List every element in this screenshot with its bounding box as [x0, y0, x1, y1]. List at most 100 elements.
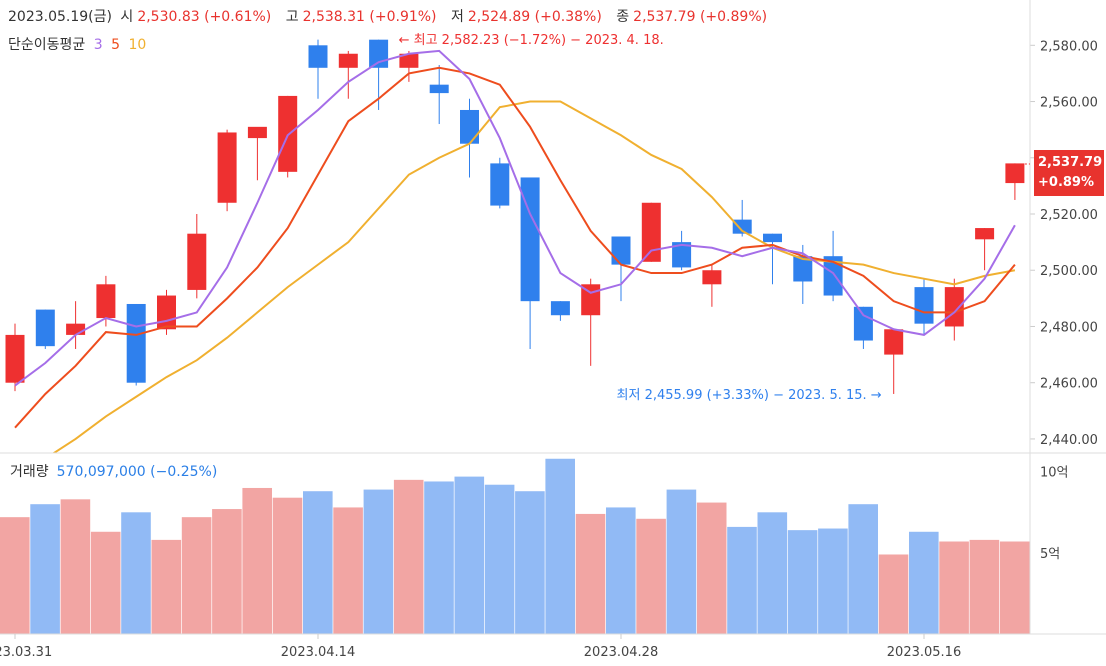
high-annotation: ← 최고 2,582.23 (−1.72%) − 2023. 4. 18. [399, 33, 664, 48]
last-price: 2,537.79 [1038, 155, 1103, 170]
ma5-line [14, 66, 1016, 429]
candle-body [672, 242, 692, 268]
volume-bar [333, 507, 363, 634]
candle-body [338, 53, 358, 68]
header-close-label: 종 [616, 9, 630, 25]
volume-bar [999, 541, 1030, 634]
volume-bar [90, 531, 121, 634]
volume-bar [181, 517, 212, 634]
header-low-value: 2,524.89 (+0.38%) [467, 9, 602, 25]
candle-body [308, 45, 328, 68]
volume-bar [575, 513, 606, 634]
volume-bar [515, 491, 545, 634]
candle-body [884, 329, 904, 355]
header-high-value: 2,538.31 (+0.91%) [302, 9, 437, 25]
candle-body [35, 309, 55, 347]
candle-body [702, 270, 722, 285]
ma-legend[interactable]: 단순이동평균 3 5 10 [8, 34, 150, 54]
candle-body [187, 233, 207, 290]
volume-bar [636, 518, 666, 634]
candle-body [126, 303, 146, 383]
candle-body [1005, 163, 1025, 184]
volume-bar [212, 509, 242, 634]
header-open-label: 시 [120, 9, 134, 25]
low-annotation: 최저 2,455.99 (+3.33%) − 2023. 5. 15. → [617, 388, 882, 403]
volume-tick-label: 5억 [1040, 547, 1060, 562]
ohlc-header: 2023.05.19(금) 시 2,530.83 (+0.61%) 고 2,538.… [8, 6, 777, 26]
volume-bar [30, 504, 60, 634]
candle-body [944, 287, 964, 327]
x-tick-label: 2023.04.28 [584, 645, 658, 660]
volume-bar [545, 458, 575, 634]
volume-bar [393, 479, 424, 634]
volume-bar [484, 484, 515, 634]
candle-body [278, 95, 298, 172]
volume-label: 거래량 [10, 464, 49, 480]
ma-3-label: 3 [93, 37, 103, 53]
y-tick-label: 2,520.00 [1040, 208, 1098, 223]
x-tick-label: 2023.05.16 [887, 645, 961, 660]
candle-body [611, 236, 631, 265]
volume-bar [454, 476, 485, 634]
candle-body [399, 53, 419, 68]
header-open-value: 2,530.83 (+0.61%) [137, 9, 272, 25]
candle-body [853, 306, 873, 341]
header-low-label: 저 [450, 9, 464, 25]
x-tick-label: 2023.03.31 [0, 645, 52, 660]
volume-bar [909, 531, 939, 634]
header-close-value: 2,537.79 (+0.89%) [633, 9, 768, 25]
volume-bar [272, 497, 303, 634]
volume-bar [757, 512, 788, 634]
last-price-tag: 2,537.79 +0.89% [1034, 150, 1104, 196]
volume-bar [696, 502, 727, 634]
ma3-line [14, 49, 1016, 387]
header-date: 2023.05.19(금) [8, 9, 112, 25]
y-tick-label: 2,480.00 [1040, 320, 1098, 335]
volume-value: 570,097,000 (−0.25%) [56, 464, 218, 480]
candle-body [641, 202, 661, 262]
volume-bar [787, 530, 818, 634]
candle-body [793, 256, 813, 282]
ma-legend-label: 단순이동평균 [8, 37, 86, 53]
volume-bar [818, 528, 848, 634]
candle-body [975, 228, 995, 240]
candle-body [490, 163, 510, 206]
y-tick-label: 2,440.00 [1040, 433, 1098, 448]
y-tick-label: 2,560.00 [1040, 96, 1098, 111]
volume-bar [363, 489, 394, 634]
candle-body [914, 287, 934, 324]
ma-5-label: 5 [111, 37, 121, 53]
header-high-label: 고 [285, 9, 299, 25]
ma-10-label: 10 [128, 37, 147, 53]
candle-body [247, 126, 267, 139]
moving-average-lines [14, 49, 1016, 453]
candle-body [763, 233, 782, 243]
x-tick-label: 2023.04.14 [281, 645, 355, 660]
volume-area [0, 458, 1030, 634]
candle-body [157, 295, 176, 330]
last-change: +0.89% [1038, 175, 1094, 190]
candles [5, 39, 1025, 394]
volume-bar [121, 512, 151, 634]
candle-body [217, 132, 237, 203]
volume-bar [666, 489, 697, 634]
price-grid [1030, 44, 1035, 440]
volume-tick-label: 10억 [1040, 466, 1069, 481]
candle-body [66, 323, 86, 335]
candle-body [369, 39, 389, 68]
annotations: ← 최고 2,582.23 (−1.72%) − 2023. 4. 18. 최저 … [399, 33, 1030, 403]
candle-body [460, 109, 479, 144]
volume-bar [0, 517, 30, 634]
ma10-line [52, 100, 1016, 453]
volume-bar [151, 539, 182, 634]
y-tick-label: 2,500.00 [1040, 264, 1098, 279]
volume-bar [424, 481, 454, 634]
volume-bar [848, 504, 878, 634]
y-tick-label: 2,580.00 [1040, 39, 1098, 54]
candle-body [550, 301, 570, 316]
candle-body [520, 177, 540, 302]
volume-legend: 거래량 570,097,000 (−0.25%) [10, 461, 217, 481]
volume-bar [606, 507, 636, 634]
